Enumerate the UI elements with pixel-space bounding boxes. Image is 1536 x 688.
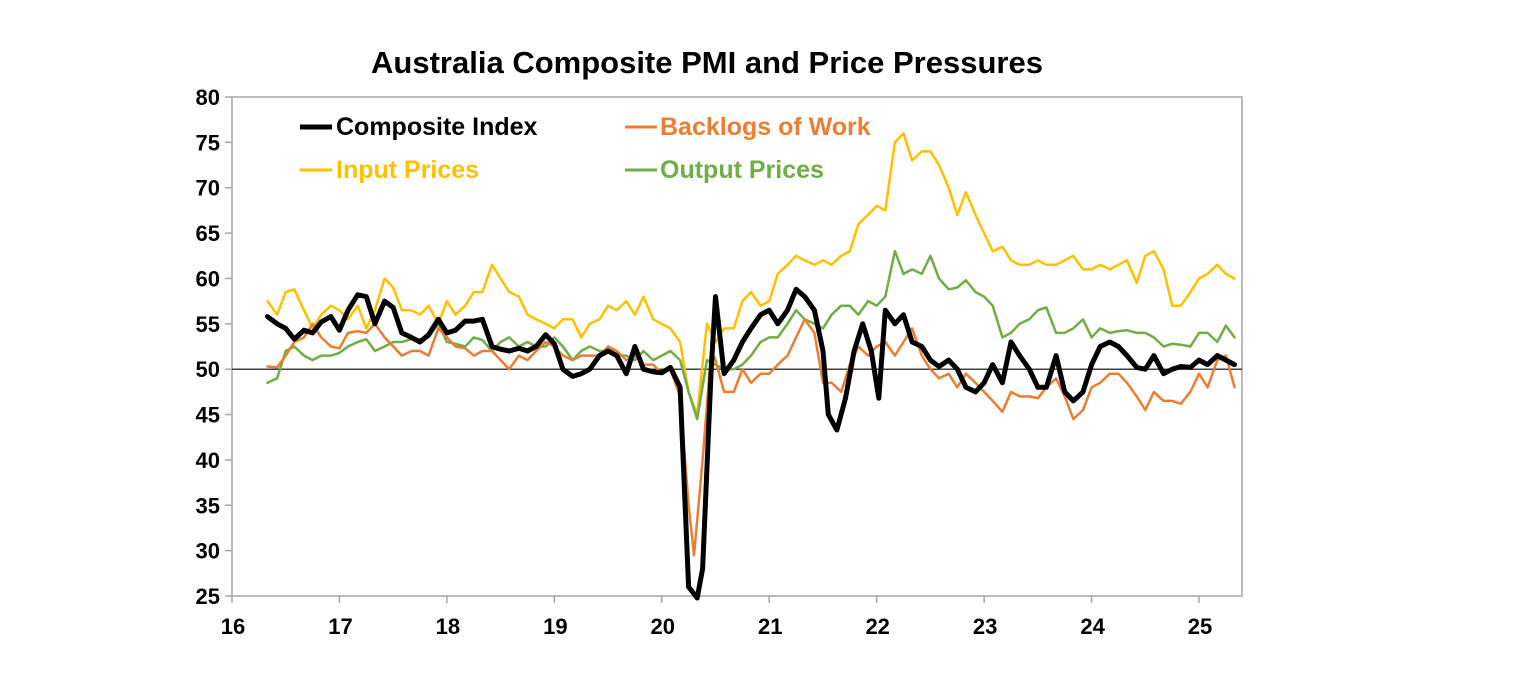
legend-label-input-prices: Input Prices — [336, 156, 479, 184]
x-tick-label-21: 21 — [758, 614, 782, 639]
x-tick-label-23: 23 — [973, 614, 997, 639]
x-tick-label-17: 17 — [328, 614, 352, 639]
y-tick-label-55: 55 — [196, 312, 220, 337]
y-tick-label-40: 40 — [196, 448, 220, 473]
series-line-backlogs-of-work — [266, 318, 1236, 557]
series-lines — [265, 132, 1237, 601]
x-tick-label-20: 20 — [651, 614, 675, 639]
y-tick-label-75: 75 — [196, 130, 220, 155]
y-tick-label-35: 35 — [196, 493, 220, 518]
legend: Composite Index Backlogs of Work Input P… — [300, 113, 871, 184]
y-tick-label-25: 25 — [196, 584, 220, 609]
y-tick-label-45: 45 — [196, 403, 220, 428]
x-tick-label-16: 16 — [221, 614, 245, 639]
x-tick-label-18: 18 — [436, 614, 460, 639]
legend-label-composite-index: Composite Index — [336, 113, 538, 141]
legend-item-backlogs-of-work: Backlogs of Work — [625, 113, 871, 141]
series-line-input-prices — [266, 132, 1236, 416]
series-line-composite-index — [265, 286, 1237, 601]
legend-label-backlogs-of-work: Backlogs of Work — [660, 113, 871, 141]
y-axis: 25 30 35 40 45 50 55 60 65 70 75 80 — [196, 85, 232, 609]
x-tick-label-24: 24 — [1080, 614, 1105, 639]
x-tick-label-25: 25 — [1188, 614, 1212, 639]
chart-title: Australia Composite PMI and Price Pressu… — [371, 45, 1043, 80]
y-tick-label-80: 80 — [196, 85, 220, 110]
legend-label-output-prices: Output Prices — [660, 156, 824, 184]
y-tick-label-65: 65 — [196, 221, 220, 246]
legend-item-input-prices: Input Prices — [300, 156, 479, 184]
y-tick-label-50: 50 — [196, 357, 220, 382]
x-tick-label-22: 22 — [865, 614, 889, 639]
legend-item-output-prices: Output Prices — [625, 156, 824, 184]
plot-area-frame — [231, 96, 1243, 597]
x-tick-label-19: 19 — [543, 614, 567, 639]
y-tick-label-30: 30 — [196, 539, 220, 564]
y-tick-label-70: 70 — [196, 176, 220, 201]
y-tick-label-60: 60 — [196, 266, 220, 291]
x-axis: 16 17 18 19 20 21 22 23 24 25 — [221, 596, 1212, 639]
legend-item-composite-index: Composite Index — [300, 113, 538, 141]
